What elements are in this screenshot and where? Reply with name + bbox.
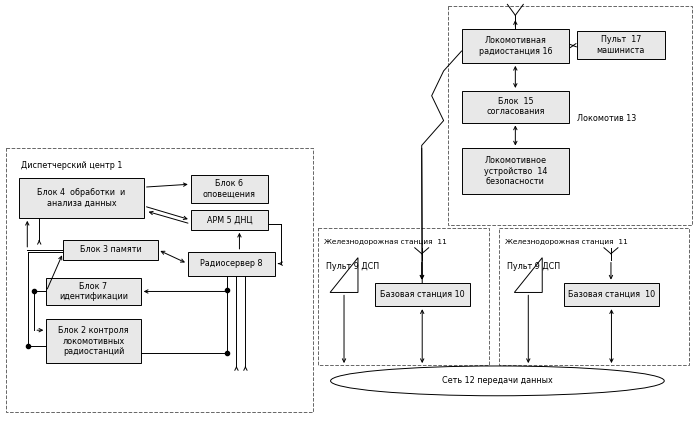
Text: Блок 6
оповещения: Блок 6 оповещения xyxy=(203,179,256,199)
Bar xyxy=(318,228,489,365)
Text: Радиосервер 8: Радиосервер 8 xyxy=(200,259,263,268)
Bar xyxy=(461,149,569,194)
Text: Диспетчерский центр 1: Диспетчерский центр 1 xyxy=(21,161,123,171)
Bar xyxy=(191,175,268,203)
Bar xyxy=(461,29,569,63)
Bar xyxy=(187,252,275,276)
Text: Локомотивное
устройство  14
безопасности: Локомотивное устройство 14 безопасности xyxy=(484,156,547,186)
Text: Блок 4  обработки  и
анализа данных: Блок 4 обработки и анализа данных xyxy=(38,188,126,208)
Text: Пульт  17
машиниста: Пульт 17 машиниста xyxy=(597,35,645,55)
Bar xyxy=(499,228,689,365)
Text: Сеть 12 передачи данных: Сеть 12 передачи данных xyxy=(442,376,553,385)
Ellipse shape xyxy=(331,366,664,396)
Text: Локомотивная
радиостанция 16: Локомотивная радиостанция 16 xyxy=(479,36,552,56)
Text: Пульт 9 ДСП: Пульт 9 ДСП xyxy=(326,262,380,271)
Text: Железнодорожная станция  11: Железнодорожная станция 11 xyxy=(505,239,628,245)
Text: АРМ 5 ДНЦ: АРМ 5 ДНЦ xyxy=(207,216,252,224)
Bar xyxy=(63,240,158,260)
Text: Базовая станция  10: Базовая станция 10 xyxy=(568,290,655,299)
Bar xyxy=(447,6,691,225)
Bar xyxy=(46,277,140,305)
Text: Блок 3 памяти: Блок 3 памяти xyxy=(80,245,141,254)
Bar xyxy=(46,319,140,363)
Text: Базовая станция 10: Базовая станция 10 xyxy=(380,290,465,299)
Text: Пульт 9 ДСП: Пульт 9 ДСП xyxy=(507,262,561,271)
Text: Локомотив 13: Локомотив 13 xyxy=(577,114,636,123)
Bar xyxy=(461,91,569,123)
Text: Железнодорожная станция  11: Железнодорожная станция 11 xyxy=(324,239,447,245)
Bar xyxy=(191,210,268,230)
Bar xyxy=(6,149,313,412)
Bar xyxy=(20,178,144,218)
Text: Блок 2 контроля
локомотивных
радиостанций: Блок 2 контроля локомотивных радиостанци… xyxy=(58,326,129,356)
Bar xyxy=(577,31,665,59)
Text: Блок 7
идентификации: Блок 7 идентификации xyxy=(59,282,128,301)
Text: Блок  15
согласования: Блок 15 согласования xyxy=(486,97,545,116)
Bar xyxy=(564,282,658,306)
Bar xyxy=(375,282,470,306)
